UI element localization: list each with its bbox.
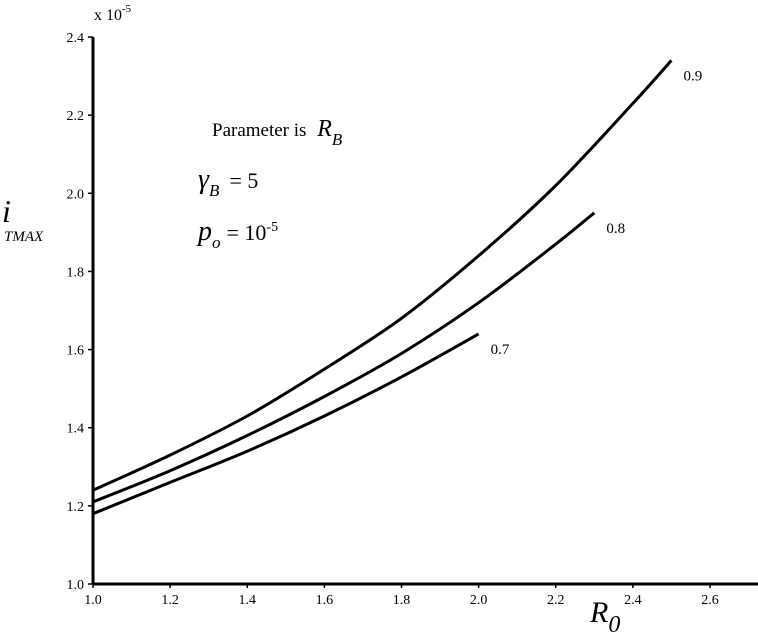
gamma-annotation: γB = 5 — [198, 164, 258, 200]
parameter-annotation: Parameter is RB — [212, 116, 343, 149]
y-axis-label-subscript: TMAX — [4, 229, 44, 245]
x-tick-group: 1.0 1.2 1.4 1.6 1.8 2.0 2.2 2.4 2.6 — [84, 584, 719, 608]
x-tick-label: 1.0 — [84, 593, 102, 608]
x-tick-label: 1.4 — [239, 593, 257, 608]
series-label-0.7: 0.7 — [491, 342, 510, 358]
y-tick-label: 2.4 — [67, 31, 85, 46]
x-axis-label: R0 — [589, 596, 620, 638]
y-tick-label: 1.4 — [67, 422, 85, 437]
x-tick-label: 2.6 — [701, 593, 719, 608]
y-tick-label: 1.2 — [67, 500, 85, 515]
series-label-0.8: 0.8 — [606, 221, 625, 237]
y-tick-label: 2.0 — [67, 187, 85, 202]
p-annotation: po = 10-5 — [196, 216, 278, 252]
y-tick-label: 1.6 — [67, 344, 85, 359]
x-tick-label: 2.4 — [624, 593, 642, 608]
x-tick-label: 1.2 — [161, 593, 179, 608]
x-tick-label: 2.2 — [547, 593, 565, 608]
x-tick-label: 1.8 — [393, 593, 411, 608]
series-group: 0.9 0.8 0.7 — [92, 59, 702, 516]
y-multiplier-label: x 10-5 — [94, 3, 132, 24]
series-line-0.7 — [92, 332, 480, 516]
y-tick-label: 1.8 — [67, 265, 85, 280]
series-line-0.9 — [92, 59, 673, 492]
y-tick-group: 1.0 1.2 1.4 1.6 1.8 2.0 2.2 2.4 — [67, 31, 93, 593]
y-tick-label: 2.2 — [67, 109, 85, 124]
x-tick-label: 2.0 — [470, 593, 488, 608]
series-line-0.8 — [92, 211, 596, 504]
y-axis-label: i — [2, 193, 11, 229]
x-tick-label: 1.6 — [316, 593, 334, 608]
y-tick-label: 1.0 — [67, 578, 85, 593]
series-label-0.9: 0.9 — [683, 68, 702, 84]
